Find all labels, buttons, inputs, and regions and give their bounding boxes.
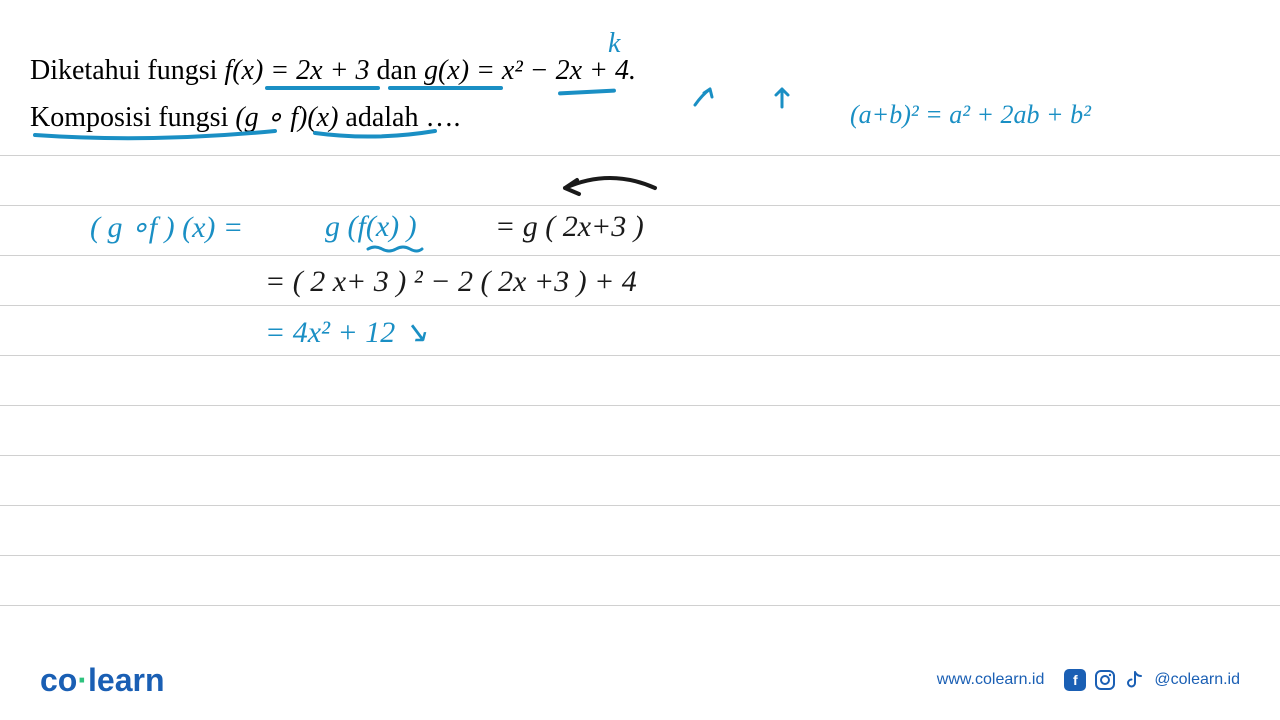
problem-gx: g(x) = x² − 2x + 4.	[424, 55, 636, 86]
logo-learn: learn	[88, 662, 164, 698]
rule-line	[0, 455, 1280, 456]
footer-right: www.colearn.id f @colearn.id	[937, 669, 1240, 691]
rule-line	[0, 305, 1280, 306]
arrow-up-2	[770, 85, 795, 110]
problem-text-1: Diketahui fungsi	[30, 55, 224, 86]
curved-arrow	[555, 170, 665, 200]
rule-line	[0, 555, 1280, 556]
underline-gx	[558, 88, 616, 95]
rule-line	[0, 405, 1280, 406]
footer: co·learn www.colearn.id f @colearn.id	[0, 640, 1280, 720]
problem-line-1: Diketahui fungsi f(x) = 2x + 3 dan g(x) …	[30, 55, 636, 87]
social-handle: @colearn.id	[1154, 671, 1240, 689]
work-line1-rhs: = g ( 2x+3 )	[495, 210, 644, 244]
social-links: f @colearn.id	[1064, 669, 1240, 691]
rule-line	[0, 355, 1280, 356]
logo-co: co	[40, 662, 77, 698]
work-line1-lhs: ( g ∘f ) (x) =	[90, 210, 243, 245]
instagram-icon	[1094, 669, 1116, 691]
tiktok-icon	[1124, 669, 1146, 691]
rule-line	[0, 605, 1280, 606]
squiggle-fx	[365, 243, 425, 255]
binomial-formula: (a+b)² = a² + 2ab + b²	[850, 100, 1091, 130]
content-area: Diketahui fungsi f(x) = 2x + 3 dan g(x) …	[0, 0, 1280, 640]
work-line3: = 4x² + 12 ↘	[265, 315, 428, 350]
underline-fx	[265, 86, 380, 90]
problem-fx: f(x) = 2x + 3	[224, 55, 369, 86]
logo: co·learn	[40, 662, 164, 699]
underline-2x3	[388, 86, 503, 90]
website-url: www.colearn.id	[937, 671, 1045, 689]
underline-komposisi	[30, 125, 280, 145]
rule-line	[0, 155, 1280, 156]
rule-line	[0, 205, 1280, 206]
problem-dan: dan	[377, 55, 424, 86]
rule-line	[0, 255, 1280, 256]
arrow-up-1	[690, 85, 720, 110]
work-line1-mid: g (f(x) )	[325, 210, 417, 244]
underline-gof	[310, 125, 440, 145]
facebook-icon: f	[1064, 669, 1086, 691]
logo-dot: ·	[77, 662, 88, 698]
k-annotation: k	[608, 28, 620, 60]
work-line2: = ( 2 x+ 3 ) ² − 2 ( 2x +3 ) + 4	[265, 265, 637, 299]
rule-line	[0, 505, 1280, 506]
